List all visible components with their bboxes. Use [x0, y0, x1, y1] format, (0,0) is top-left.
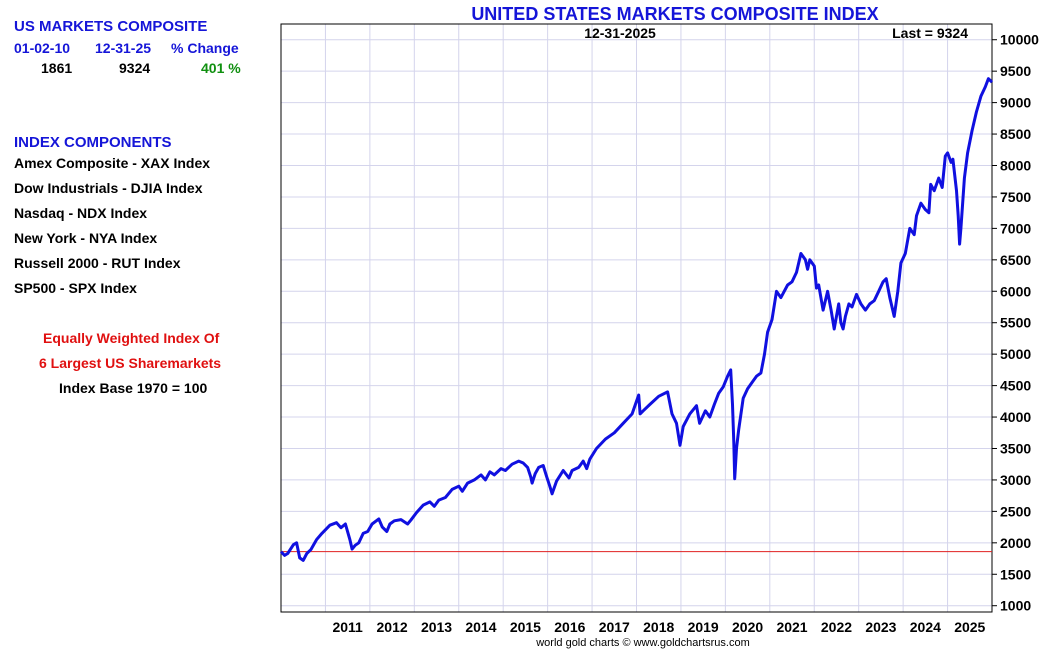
y-tick-label: 4000: [1000, 409, 1031, 425]
note-markets: 6 Largest US Sharemarkets: [39, 355, 222, 371]
x-tick-label: 2015: [510, 619, 541, 635]
y-tick-label: 6500: [1000, 252, 1031, 268]
y-tick-label: 3500: [1000, 440, 1031, 456]
note-weighting: Equally Weighted Index Of: [43, 330, 220, 346]
y-tick-label: 9000: [1000, 95, 1031, 111]
x-tick-label: 2025: [954, 619, 985, 635]
x-tick-label: 2020: [732, 619, 763, 635]
date-label: 12-31-2025: [584, 25, 656, 41]
summary-col-start: 01-02-10: [14, 40, 71, 56]
components-heading: INDEX COMPONENTS: [14, 134, 172, 151]
x-tick-label: 2022: [821, 619, 852, 635]
x-tick-label: 2024: [910, 619, 941, 635]
credit-text: world gold charts © www.goldchartsrus.co…: [535, 637, 750, 649]
summary-col-change: % Change: [171, 40, 239, 56]
y-tick-label: 5000: [1000, 346, 1031, 362]
x-tick-label: 2019: [688, 619, 719, 635]
y-tick-label: 10000: [1000, 32, 1039, 48]
component-item: New York - NYA Index: [14, 230, 158, 246]
x-tick-label: 2023: [865, 619, 896, 635]
summary-start-value: 1861: [41, 60, 73, 76]
chart-title: UNITED STATES MARKETS COMPOSITE INDEX: [471, 4, 878, 24]
component-item: Amex Composite - XAX Index: [14, 155, 211, 171]
summary-change-value: 401 %: [201, 60, 241, 76]
y-tick-label: 8500: [1000, 126, 1031, 142]
y-tick-label: 6000: [1000, 283, 1031, 299]
x-tick-label: 2011: [332, 619, 363, 635]
y-tick-label: 1500: [1000, 566, 1031, 582]
x-tick-label: 2013: [421, 619, 452, 635]
y-tick-label: 2500: [1000, 503, 1031, 519]
x-tick-label: 2017: [599, 619, 630, 635]
y-tick-label: 9500: [1000, 63, 1031, 79]
x-tick-label: 2018: [643, 619, 674, 635]
y-tick-label: 5500: [1000, 315, 1031, 331]
y-tick-label: 2000: [1000, 535, 1031, 551]
series-line: [279, 77, 994, 562]
note-base: Index Base 1970 = 100: [59, 380, 208, 396]
component-item: SP500 - SPX Index: [14, 280, 137, 296]
summary-heading: US MARKETS COMPOSITE: [14, 18, 208, 35]
y-tick-label: 4500: [1000, 378, 1031, 394]
component-item: Nasdaq - NDX Index: [14, 205, 148, 221]
x-tick-label: 2014: [465, 619, 496, 635]
summary-end-value: 9324: [119, 60, 151, 76]
component-item: Dow Industrials - DJIA Index: [14, 180, 203, 196]
x-tick-label: 2016: [554, 619, 585, 635]
plot-frame: [280, 23, 993, 613]
y-tick-label: 8000: [1000, 157, 1031, 173]
x-tick-label: 2012: [377, 619, 408, 635]
y-tick-label: 7500: [1000, 189, 1031, 205]
y-tick-label: 7000: [1000, 220, 1031, 236]
y-tick-label: 1000: [1000, 598, 1031, 614]
x-tick-label: 2021: [776, 619, 807, 635]
component-item: Russell 2000 - RUT Index: [14, 255, 181, 271]
summary-col-end: 12-31-25: [95, 40, 152, 56]
last-value-label: Last = 9324: [892, 25, 968, 41]
y-tick-label: 3000: [1000, 472, 1031, 488]
